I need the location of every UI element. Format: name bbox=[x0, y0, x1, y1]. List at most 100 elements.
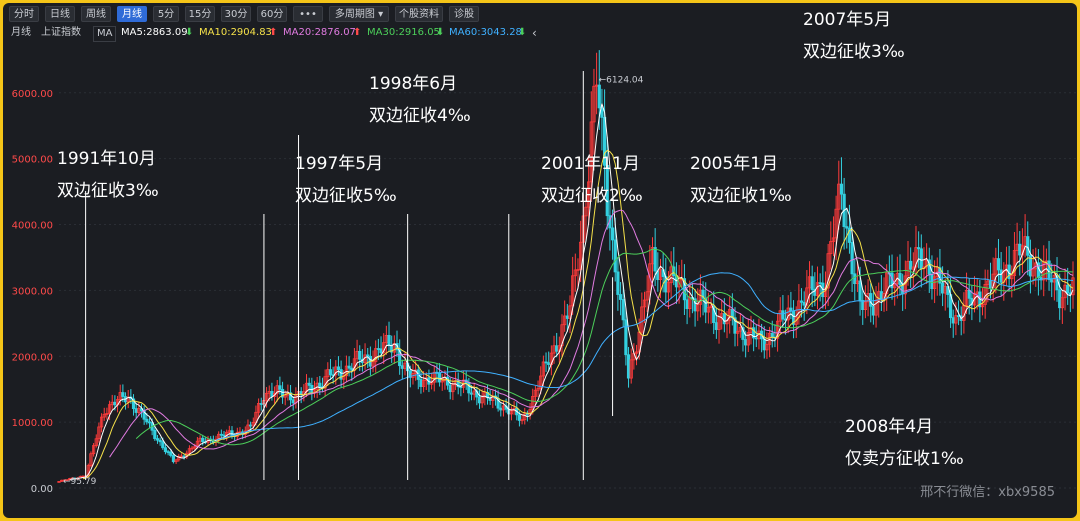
candle-body bbox=[65, 479, 69, 482]
candle-body bbox=[967, 289, 971, 299]
down-arrow-icon: ⬇ bbox=[518, 27, 527, 38]
period-button-30min[interactable]: 30分 bbox=[221, 6, 251, 22]
stock-info-button[interactable]: 个股资料 bbox=[395, 6, 443, 22]
candle-body bbox=[259, 403, 263, 405]
chevron-down-icon: ▾ bbox=[378, 9, 384, 20]
annotation-2008: 2008年4月 仅卖方征收1‰ bbox=[845, 416, 964, 470]
candle-body bbox=[539, 375, 543, 389]
y-tick-label: 1000.00 bbox=[12, 418, 53, 429]
candle-body bbox=[701, 289, 705, 299]
candle-body bbox=[826, 253, 830, 289]
candle-body bbox=[863, 301, 868, 311]
candle-body bbox=[799, 300, 804, 303]
ma10-value: MA10:2904.83 bbox=[199, 27, 272, 38]
candle-body bbox=[600, 107, 604, 118]
candle-body bbox=[1028, 254, 1033, 277]
candle-body bbox=[437, 372, 442, 383]
candle-body bbox=[980, 304, 985, 308]
ma20-line bbox=[109, 209, 1074, 458]
candle-body bbox=[874, 300, 878, 316]
candle-body bbox=[648, 263, 652, 293]
annotation-date: 2008年4月 bbox=[845, 417, 934, 437]
candle-body bbox=[781, 310, 785, 320]
candle-body bbox=[459, 386, 463, 389]
annotation-2001: 2001年11月 双边征收2‰ bbox=[541, 153, 643, 207]
candle-body bbox=[917, 247, 921, 250]
candle-body bbox=[802, 301, 806, 306]
y-tick-label: 0.00 bbox=[31, 484, 53, 495]
candle-body bbox=[451, 384, 455, 393]
ma20-value: MA20:2876.07 bbox=[283, 27, 356, 38]
period-button-intraday[interactable]: 分时 bbox=[9, 6, 39, 22]
period-button-daily[interactable]: 日线 bbox=[45, 6, 75, 22]
ma10-line bbox=[82, 149, 1074, 480]
candle-body bbox=[187, 448, 192, 454]
candle-body bbox=[499, 407, 503, 411]
min-value-label: ←95.79 bbox=[63, 477, 97, 487]
collapse-icon[interactable]: ‹ bbox=[532, 26, 537, 40]
candle-body bbox=[448, 384, 452, 393]
down-arrow-icon: ⬇ bbox=[185, 27, 194, 38]
candle-body bbox=[544, 361, 548, 364]
candle-body bbox=[105, 413, 109, 415]
candle-body bbox=[988, 280, 993, 289]
candle-body bbox=[374, 348, 378, 363]
candle-body bbox=[222, 434, 226, 437]
candle-body bbox=[171, 455, 176, 463]
candle-body bbox=[533, 389, 537, 397]
candle-body bbox=[909, 260, 913, 270]
candle-body bbox=[121, 392, 125, 397]
candle-body bbox=[94, 438, 98, 447]
candle-body bbox=[1066, 284, 1070, 294]
more-button[interactable]: ••• bbox=[293, 6, 323, 22]
candle-body bbox=[1010, 275, 1014, 280]
candle-body bbox=[645, 291, 649, 301]
ma5-line bbox=[69, 103, 1074, 481]
candle-body bbox=[621, 299, 625, 321]
annotation-1998: 1998年6月 双边征收4‰ bbox=[369, 73, 471, 127]
annotation-1991: 1991年10月 双边征收3‰ bbox=[57, 148, 159, 202]
period-button-60min[interactable]: 60分 bbox=[257, 6, 287, 22]
candle-body bbox=[613, 239, 617, 273]
candle-body bbox=[358, 350, 362, 360]
period-button-weekly[interactable]: 周线 bbox=[81, 6, 111, 22]
candle-body bbox=[477, 396, 482, 404]
candle-body bbox=[531, 395, 535, 410]
candle-body bbox=[456, 380, 460, 388]
candle-body bbox=[145, 418, 149, 423]
candle-body bbox=[536, 388, 540, 391]
ma-toggle[interactable]: MA bbox=[93, 26, 117, 42]
candle-body bbox=[480, 396, 484, 404]
candle-body bbox=[919, 248, 923, 270]
period-button-5min[interactable]: 5分 bbox=[153, 6, 179, 22]
candle-body bbox=[653, 247, 657, 272]
ma30-value: MA30:2916.05 bbox=[367, 27, 440, 38]
candle-body bbox=[736, 330, 740, 334]
candle-body bbox=[257, 403, 261, 413]
candle-body bbox=[634, 351, 639, 354]
candle-body bbox=[91, 445, 96, 455]
candle-body bbox=[940, 282, 945, 294]
candle-body bbox=[219, 433, 223, 436]
candle-body bbox=[1031, 268, 1035, 277]
candle-body bbox=[177, 456, 181, 461]
candle-body bbox=[810, 276, 814, 290]
candle-body bbox=[270, 391, 274, 397]
candle-body bbox=[89, 453, 93, 467]
period-button-15min[interactable]: 15分 bbox=[185, 6, 215, 22]
diagnosis-button[interactable]: 诊股 bbox=[449, 6, 479, 22]
multi-period-dropdown[interactable]: 多周期图 ▾ bbox=[329, 6, 389, 22]
ma30-line bbox=[135, 248, 1074, 446]
candle-body bbox=[850, 242, 854, 275]
period-button-monthly[interactable]: 月线 bbox=[117, 6, 147, 22]
candle-body bbox=[818, 282, 822, 285]
candle-body bbox=[97, 426, 101, 440]
candle-body bbox=[616, 271, 620, 295]
candle-body bbox=[712, 305, 716, 324]
candle-body bbox=[422, 380, 426, 387]
candle-body bbox=[775, 320, 780, 339]
candle-body bbox=[547, 362, 551, 365]
candle-body bbox=[573, 269, 577, 277]
candle-body bbox=[767, 332, 772, 345]
candle-body bbox=[589, 121, 593, 183]
